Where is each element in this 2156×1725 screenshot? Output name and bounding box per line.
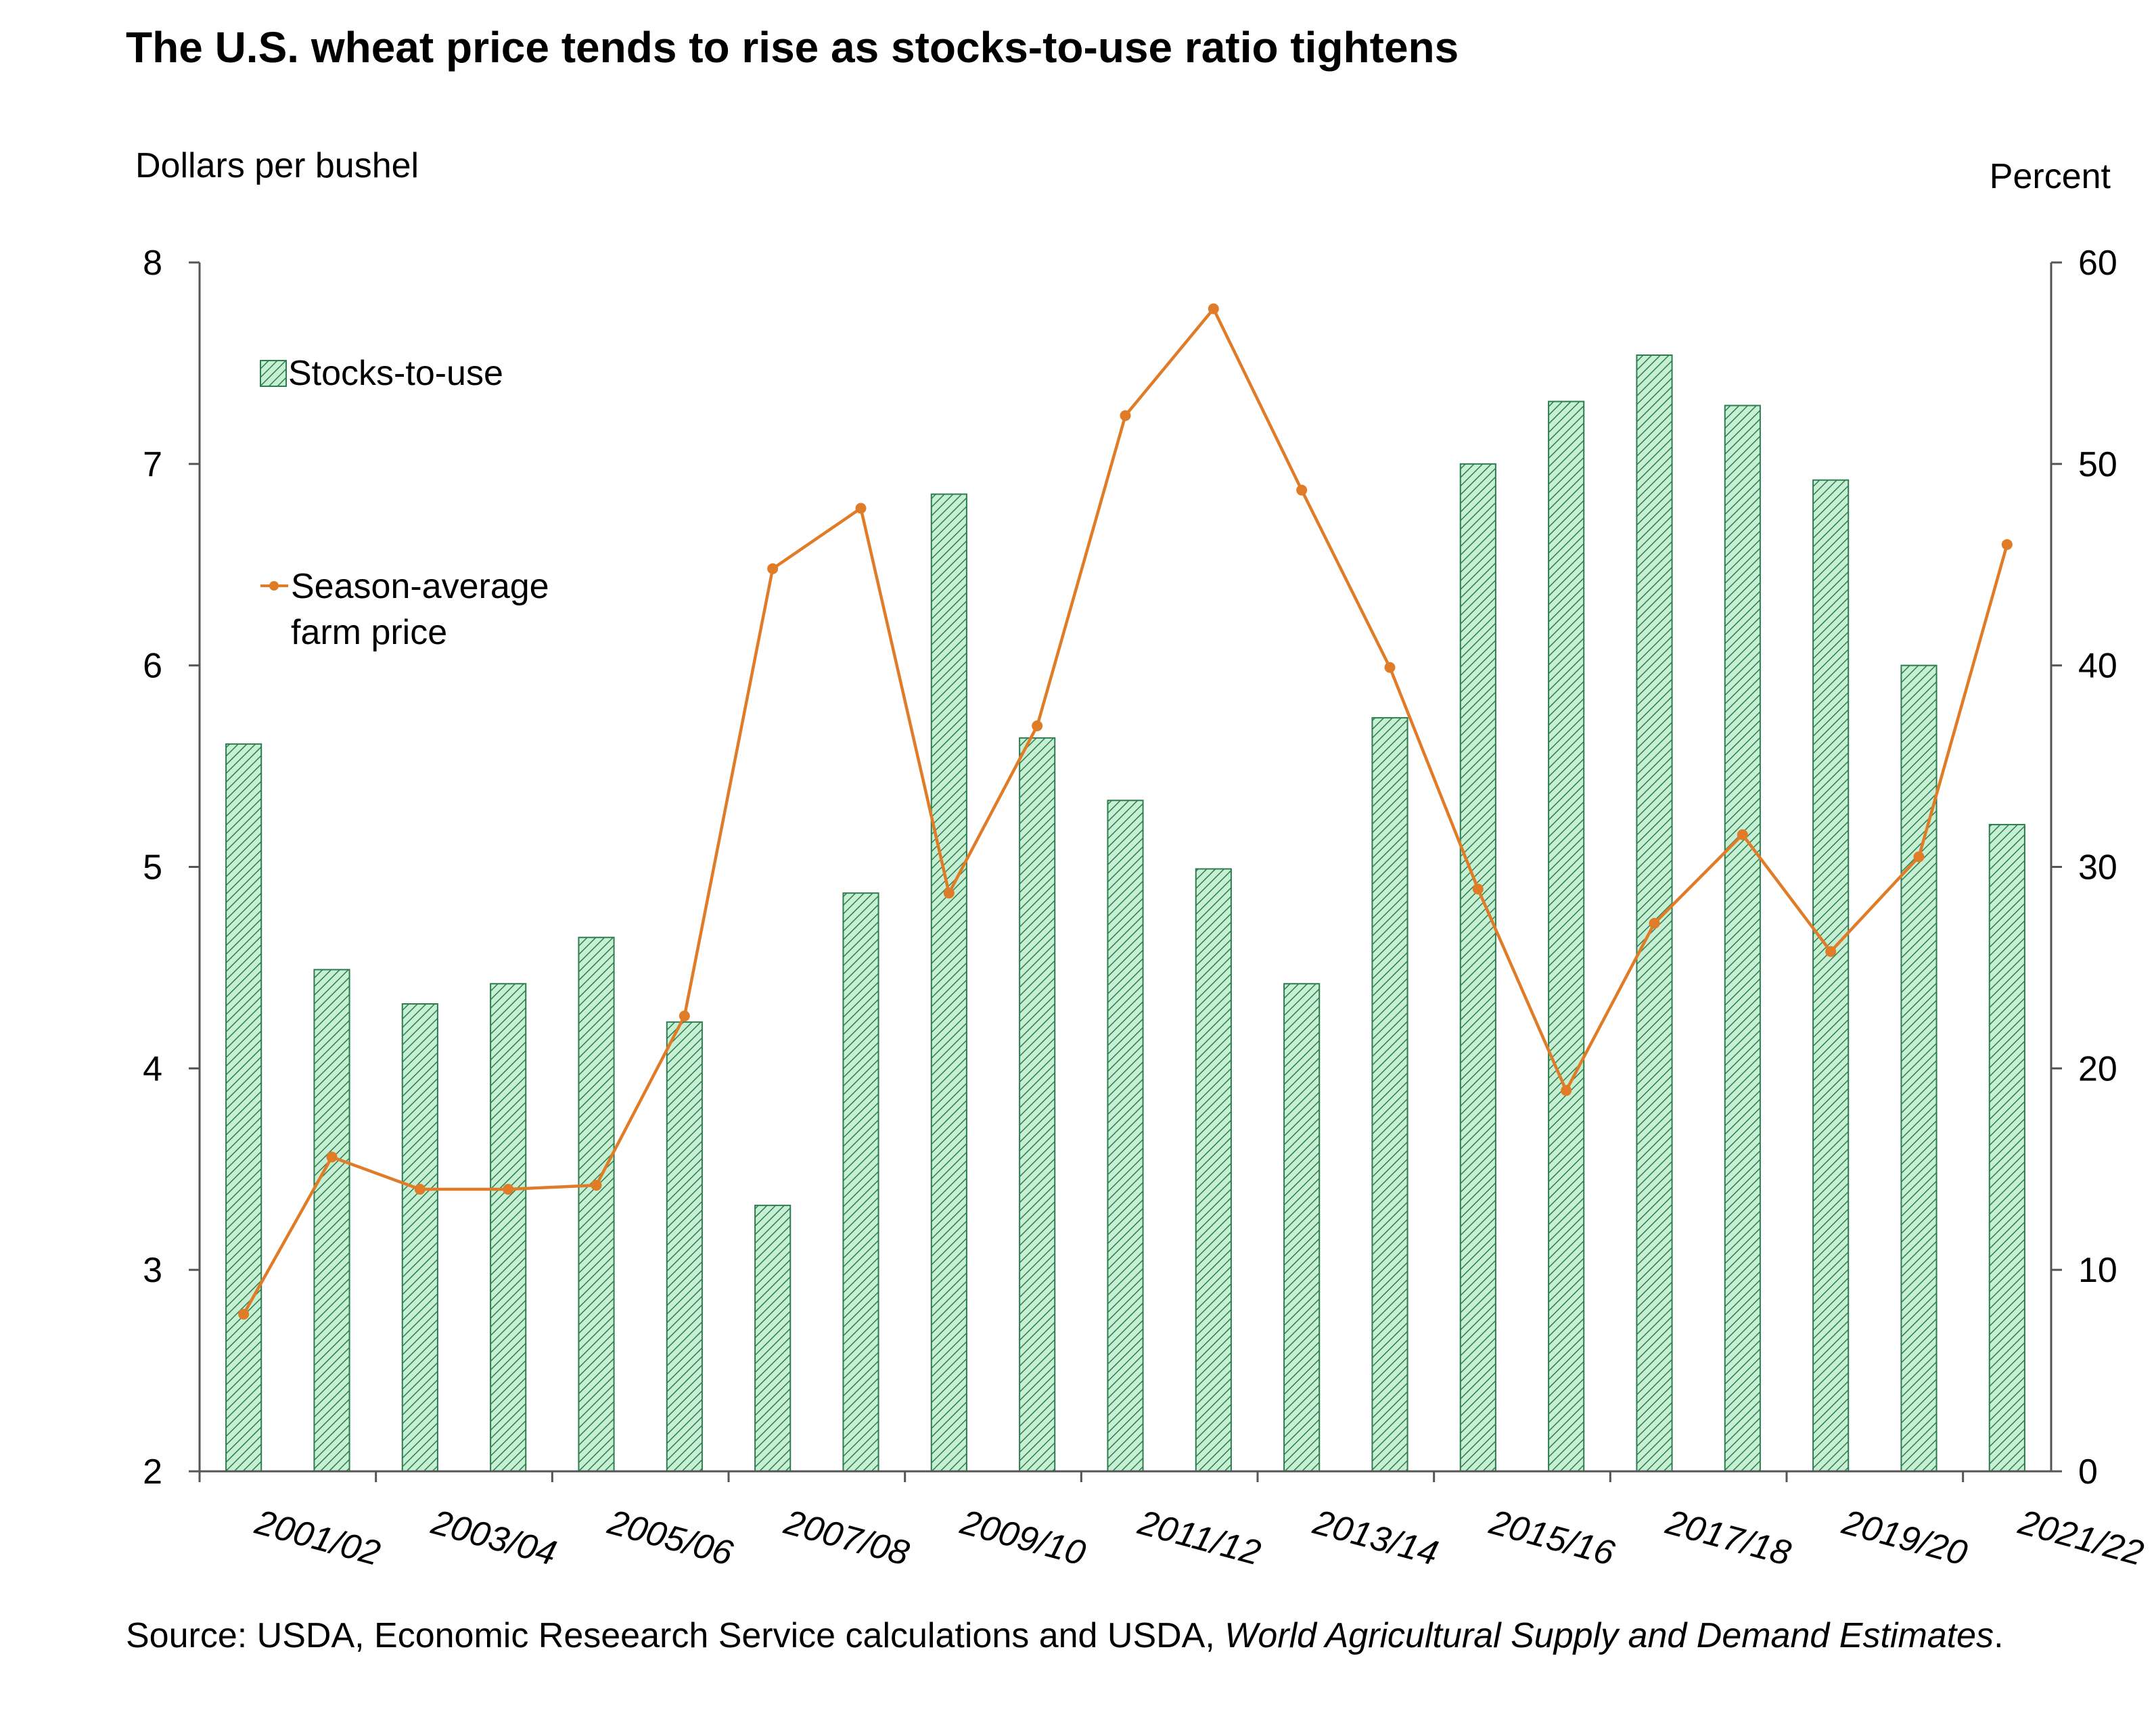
chart-title: The U.S. wheat price tends to rise as st… xyxy=(126,23,1459,72)
right-tick-label: 50 xyxy=(2078,445,2117,484)
left-axis-label: Dollars per bushel xyxy=(135,146,419,185)
left-tick-label: 2 xyxy=(143,1452,162,1492)
left-tick-label: 8 xyxy=(143,244,162,283)
right-tick-label: 40 xyxy=(2078,647,2117,686)
price-point xyxy=(1913,851,1925,862)
right-tick-label: 10 xyxy=(2078,1251,2117,1290)
price-point xyxy=(943,888,955,899)
right-axis-label: Percent xyxy=(1990,157,2111,196)
source-prefix: Source: USDA, Economic Reseearch Service… xyxy=(126,1616,1225,1655)
bar-stocks-to-use xyxy=(401,1003,438,1472)
price-point xyxy=(414,1184,426,1195)
price-point xyxy=(1296,484,1308,496)
source-italic-1: World Agricultural Supply and Demand xyxy=(1224,1616,1830,1655)
price-point xyxy=(1208,303,1219,315)
price-point xyxy=(2001,538,2013,550)
x-tick-label: 2021/22 xyxy=(2014,1502,2148,1573)
bar-stocks-to-use xyxy=(1812,479,1850,1472)
bar-stocks-to-use xyxy=(313,969,350,1472)
price-point xyxy=(679,1010,690,1021)
right-tick-label: 30 xyxy=(2078,848,2117,888)
bar-stocks-to-use xyxy=(490,983,527,1472)
x-tick-label: 2007/08 xyxy=(779,1502,913,1573)
x-tick-label: 2019/20 xyxy=(1837,1502,1971,1573)
price-point xyxy=(1649,917,1660,929)
price-point xyxy=(1032,720,1043,732)
price-point xyxy=(1825,946,1837,957)
bar-stocks-to-use xyxy=(666,1021,703,1472)
legend-label-price-line1: Season-average xyxy=(291,567,549,606)
bar-stocks-to-use xyxy=(1283,983,1321,1472)
bar-stocks-to-use xyxy=(754,1204,792,1472)
legend-marker xyxy=(269,581,279,591)
x-tick-label: 2001/02 xyxy=(250,1502,384,1573)
plot-area: 2 3 4 5 6 7 8 0 10 20 30 40 50 60 2001/02 2003/04 2005/0… xyxy=(143,244,2148,1573)
x-tick-label: 2003/04 xyxy=(427,1502,561,1573)
source-suffix: . xyxy=(1994,1616,2004,1655)
left-tick-label: 7 xyxy=(143,445,162,484)
x-tick-label: 2009/10 xyxy=(956,1502,1090,1573)
bar-stocks-to-use xyxy=(930,493,967,1473)
price-point xyxy=(1472,883,1484,895)
x-tick-label: 2013/14 xyxy=(1308,1502,1442,1573)
left-tick-label: 4 xyxy=(143,1049,162,1088)
price-point xyxy=(326,1151,338,1163)
price-point xyxy=(1120,410,1131,421)
price-point xyxy=(238,1308,250,1320)
legend-swatch-bar xyxy=(260,360,287,387)
price-point xyxy=(503,1184,514,1195)
legend-label-price-line2: farm price xyxy=(291,613,447,652)
bar-stocks-to-use xyxy=(1636,354,1673,1473)
price-point xyxy=(1737,829,1748,840)
bar-stocks-to-use xyxy=(1724,405,1761,1472)
bar-stocks-to-use xyxy=(578,936,615,1473)
bar-stocks-to-use xyxy=(225,743,262,1472)
bar-stocks-to-use xyxy=(1195,868,1232,1473)
price-point xyxy=(1384,662,1396,673)
x-tick-label: 2011/12 xyxy=(1134,1502,1265,1573)
bar-stocks-to-use xyxy=(1988,823,2025,1472)
price-point xyxy=(855,503,867,514)
bar-stocks-to-use xyxy=(1459,463,1496,1472)
x-tick-label: 2017/18 xyxy=(1661,1502,1795,1573)
right-tick-label: 60 xyxy=(2078,244,2117,283)
source-italic-2: Estimates xyxy=(1839,1616,1994,1655)
price-point xyxy=(591,1180,602,1191)
bar-stocks-to-use xyxy=(1371,717,1408,1472)
right-tick-label: 20 xyxy=(2078,1049,2117,1088)
x-tick-label: 2005/06 xyxy=(603,1502,737,1573)
left-tick-label: 3 xyxy=(143,1251,162,1290)
price-point xyxy=(767,563,779,574)
legend-label-stocks: Stocks-to-use xyxy=(288,354,503,393)
bar-stocks-to-use xyxy=(1900,664,1937,1473)
left-tick-label: 6 xyxy=(143,647,162,686)
bar-stocks-to-use xyxy=(842,892,879,1473)
right-tick-label: 0 xyxy=(2078,1452,2098,1492)
legend: Stocks-to-use Season-average farm price xyxy=(260,354,549,652)
price-point xyxy=(1561,1085,1572,1097)
left-tick-label: 5 xyxy=(143,848,162,888)
bar-stocks-to-use xyxy=(1548,400,1585,1472)
bar-stocks-to-use xyxy=(1107,800,1144,1472)
bar-stocks-to-use xyxy=(1019,737,1056,1472)
source-note: Source: USDA, Economic Reseearch Service… xyxy=(126,1613,2088,1658)
x-tick-label: 2015/16 xyxy=(1485,1502,1619,1573)
